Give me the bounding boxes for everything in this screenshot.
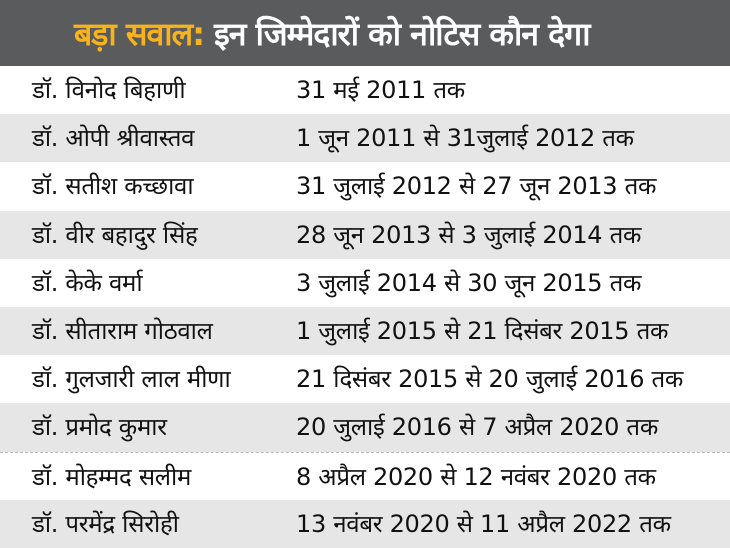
- list-row: डॉ. सीताराम गोठवाल 1 जुलाई 2015 से 21 दि…: [0, 306, 730, 356]
- tenure-period: 1 जून 2011 से 31जुलाई 2012 तक: [296, 124, 634, 153]
- list-row: डॉ. गुलजारी लाल मीणा 21 दिसंबर 2015 से 2…: [0, 355, 730, 404]
- list-row: डॉ. वीर बहादुर सिंह 28 जून 2013 से 3 जुल…: [0, 210, 730, 259]
- tenure-period: 21 दिसंबर 2015 से 20 जुलाई 2016 तक: [296, 365, 684, 394]
- headline-text: इन जिम्मेदारों को नोटिस कौन देगा: [214, 14, 590, 53]
- official-name: डॉ. गुलजारी लाल मीणा: [32, 365, 231, 394]
- list-row: डॉ. सतीश कच्छावा 31 जुलाई 2012 से 27 जून…: [0, 162, 730, 211]
- official-name: डॉ. मोहम्मद सलीम: [32, 462, 191, 491]
- list-row: डॉ. परमेंद्र सिरोही 13 नवंबर 2020 से 11 …: [0, 499, 730, 548]
- official-name: डॉ. केके वर्मा: [32, 268, 143, 297]
- official-name: डॉ. सीताराम गोठवाल: [32, 316, 213, 345]
- list-row: डॉ. ओपी श्रीवास्तव 1 जून 2011 से 31जुलाई…: [0, 114, 730, 163]
- tenure-period: 8 अप्रैल 2020 से 12 नवंबर 2020 तक: [296, 462, 656, 491]
- official-name: डॉ. प्रमोद कुमार: [32, 413, 167, 442]
- official-name: डॉ. सतीश कच्छावा: [32, 172, 194, 201]
- tenure-period: 1 जुलाई 2015 से 21 दिसंबर 2015 तक: [296, 316, 669, 345]
- official-name: डॉ. विनोद बिहाणी: [32, 76, 186, 104]
- tenure-period: 31 मई 2011 तक: [296, 76, 465, 104]
- official-name: डॉ. परमेंद्र सिरोही: [32, 509, 179, 538]
- official-name: डॉ. ओपी श्रीवास्तव: [32, 124, 195, 153]
- list-row: डॉ. विनोद बिहाणी 31 मई 2011 तक: [0, 66, 730, 115]
- tenure-period: 20 जुलाई 2016 से 7 अप्रैल 2020 तक: [296, 413, 658, 442]
- list-row: डॉ. मोहम्मद सलीम 8 अप्रैल 2020 से 12 नवं…: [0, 451, 730, 500]
- tenure-period: 31 जुलाई 2012 से 27 जून 2013 तक: [296, 172, 657, 201]
- tenure-period: 13 नवंबर 2020 से 11 अप्रैल 2022 तक: [296, 509, 671, 538]
- tenure-period: 28 जून 2013 से 3 जुलाई 2014 तक: [296, 220, 642, 249]
- list-row: डॉ. प्रमोद कुमार 20 जुलाई 2016 से 7 अप्र…: [0, 403, 730, 452]
- tenure-period: 3 जुलाई 2014 से 30 जून 2015 तक: [296, 268, 642, 297]
- headline-lead: बड़ा सवाल:: [74, 14, 205, 53]
- official-name: डॉ. वीर बहादुर सिंह: [32, 220, 198, 249]
- list-row: डॉ. केके वर्मा 3 जुलाई 2014 से 30 जून 20…: [0, 258, 730, 307]
- headline-banner: बड़ा सवाल: इन जिम्मेदारों को नोटिस कौन द…: [0, 0, 730, 66]
- officials-list: डॉ. विनोद बिहाणी 31 मई 2011 तक डॉ. ओपी श…: [0, 66, 730, 548]
